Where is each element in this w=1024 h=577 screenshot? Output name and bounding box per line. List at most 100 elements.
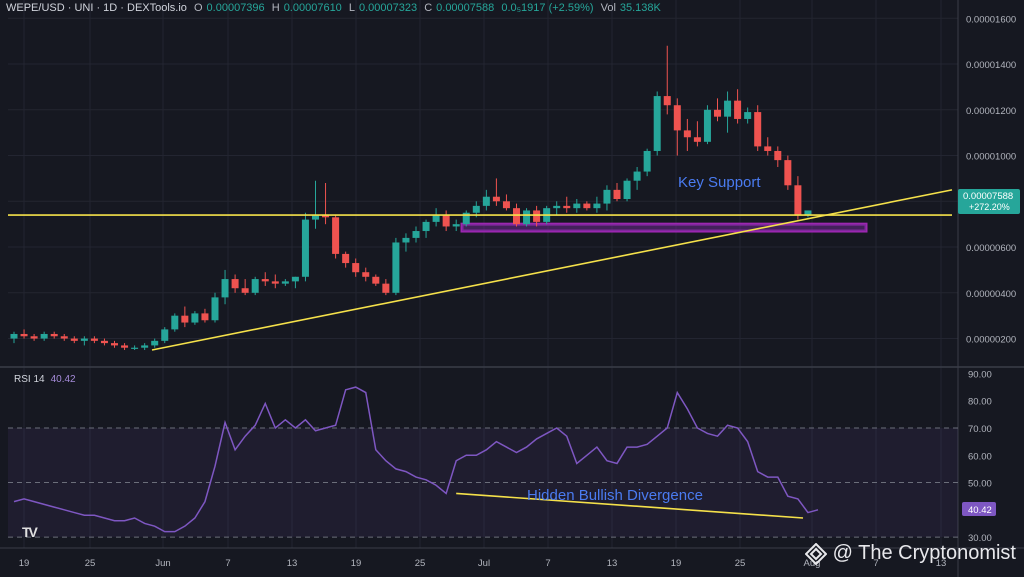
- tradingview-logo[interactable]: TV: [22, 524, 38, 540]
- rsi-tick-label: 70.00: [968, 424, 992, 435]
- candle-body: [322, 215, 330, 218]
- hidden-bullish-divergence-label: Hidden Bullish Divergence: [527, 487, 703, 504]
- candle-body: [633, 171, 641, 181]
- candle-body: [432, 215, 440, 222]
- candle-body: [131, 347, 139, 349]
- support-zone-fill: [462, 224, 866, 232]
- date-tick-label: 25: [735, 558, 746, 569]
- candle-body: [382, 283, 390, 293]
- volume-label: Vol: [600, 2, 616, 14]
- candle-body: [683, 130, 691, 138]
- candle-body: [362, 272, 370, 277]
- candle-body: [442, 215, 450, 227]
- candle-body: [774, 150, 782, 161]
- date-tick-label: 13: [287, 558, 298, 569]
- date-tick-label: 7: [873, 558, 878, 569]
- symbol-title[interactable]: WEPE/USD · UNI · 1D · DEXTools.io: [6, 2, 187, 14]
- candle-body: [764, 146, 772, 151]
- divergence-trendline: [456, 492, 804, 519]
- candle-body: [20, 333, 28, 337]
- price-tick-label: 0.00001000: [966, 152, 1016, 163]
- candle-body: [181, 315, 189, 323]
- candle-body: [553, 205, 561, 209]
- candle-body: [161, 329, 169, 341]
- rsi-panel: [8, 386, 958, 538]
- candle-body: [412, 231, 420, 238]
- rsi-tick-label: 50.00: [968, 479, 992, 490]
- candle-body: [70, 338, 78, 341]
- candle-body: [60, 336, 68, 339]
- candle-body: [141, 345, 149, 348]
- candle-body: [663, 96, 671, 106]
- candle-body: [613, 189, 621, 200]
- watermark-text: @ The Cryptonomist: [832, 542, 1016, 564]
- change-value: 0.0₅1917 (+2.59%): [501, 2, 594, 14]
- candle-body: [794, 185, 802, 216]
- candle-body: [482, 196, 490, 206]
- low-label: L: [348, 2, 355, 14]
- close-value: 0.00007588: [436, 2, 495, 14]
- ascending-trendline: [151, 189, 953, 351]
- date-tick-label: 19: [351, 558, 362, 569]
- price-tick-label: 0.00000200: [966, 335, 1016, 346]
- candle-body: [784, 160, 792, 186]
- date-tick-label: 7: [225, 558, 230, 569]
- date-axis: 19 25 Jun 7 13 19 25 Jul 7 13 19 25 Aug 7 13: [19, 558, 947, 569]
- candle-body: [261, 279, 269, 282]
- candle-body: [392, 242, 400, 293]
- watermark: @ The Cryptonomist: [804, 542, 1016, 565]
- candle-body: [121, 345, 129, 348]
- date-tick-label: 13: [936, 558, 947, 569]
- open-label: O: [193, 2, 203, 14]
- date-tick-label: 19: [19, 558, 30, 569]
- support-zones: [460, 222, 868, 233]
- candle-body: [80, 338, 88, 341]
- price-tick-label: 0.00001400: [966, 60, 1016, 71]
- candle-body: [472, 205, 480, 213]
- rsi-band: [8, 428, 958, 538]
- candle-body: [724, 100, 732, 117]
- candle-body: [191, 313, 199, 323]
- candle-body: [40, 333, 48, 339]
- last-price-badge: 0.00007588 +272.20%: [958, 189, 1020, 214]
- date-tick-label: Jun: [155, 558, 170, 569]
- candle-body: [352, 263, 360, 273]
- candle-body: [623, 180, 631, 200]
- candle-body: [221, 279, 229, 298]
- last-price-change: +272.20%: [969, 202, 1010, 212]
- candle-body: [251, 279, 259, 293]
- chart-header: WEPE/USD · UNI · 1D · DEXTools.io O 0.000…: [6, 2, 665, 14]
- rsi-header-value: 40.42: [50, 374, 76, 385]
- rsi-value: 40.42: [968, 505, 992, 516]
- candle-body: [10, 333, 18, 339]
- rsi-line: [13, 386, 819, 533]
- candle-body: [703, 109, 711, 142]
- candle-body: [492, 196, 500, 202]
- date-tick-label: Aug: [804, 558, 821, 569]
- candle-body: [171, 315, 179, 330]
- candle-body: [231, 279, 239, 289]
- candle-body: [151, 340, 159, 346]
- rsi-tick-label: 30.00: [968, 533, 992, 544]
- rsi-header[interactable]: RSI 14 40.42: [14, 374, 76, 385]
- candle-body: [513, 208, 520, 225]
- rsi-tick-label: 60.00: [968, 451, 992, 462]
- candle-body: [583, 203, 591, 209]
- open-value: 0.00007396: [206, 2, 265, 14]
- diamond-logo-icon: [804, 542, 827, 565]
- high-label: H: [271, 2, 280, 14]
- candle-body: [301, 219, 309, 277]
- candle-body: [271, 281, 279, 284]
- candle-body: [573, 203, 581, 209]
- last-price-value: 0.00007588: [963, 191, 1013, 202]
- date-tick-label: 25: [415, 558, 426, 569]
- candle-body: [100, 340, 108, 344]
- trend-lines: [8, 189, 953, 351]
- high-value: 0.00007610: [283, 2, 342, 14]
- candle-body: [673, 105, 681, 131]
- candle-body: [422, 221, 430, 232]
- price-tick-label: 0.00000400: [966, 289, 1016, 300]
- date-tick-label: Jul: [478, 558, 490, 569]
